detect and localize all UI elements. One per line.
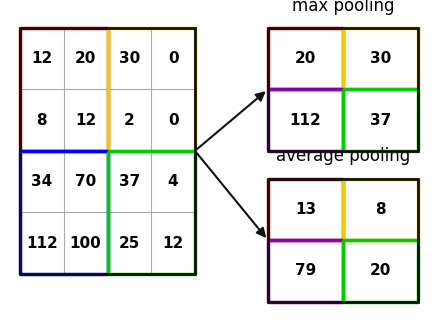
Text: 12: 12	[163, 236, 184, 250]
Bar	[20, 28, 195, 274]
Bar	[268, 28, 418, 151]
Text: 79: 79	[295, 263, 316, 278]
Text: average pooling: average pooling	[276, 147, 410, 165]
Text: 8: 8	[37, 113, 47, 128]
Bar	[268, 179, 418, 302]
Text: 37: 37	[119, 174, 140, 189]
Text: 0: 0	[168, 113, 179, 128]
Text: 25: 25	[119, 236, 140, 250]
Text: 13: 13	[295, 202, 316, 217]
Text: 0: 0	[168, 51, 179, 66]
Text: 37: 37	[370, 113, 391, 128]
Text: 8: 8	[375, 202, 386, 217]
Text: 20: 20	[75, 51, 96, 66]
Text: 34: 34	[31, 174, 53, 189]
Bar	[268, 28, 418, 151]
Text: 112: 112	[290, 113, 321, 128]
Text: 30: 30	[370, 51, 391, 66]
Text: 30: 30	[119, 51, 140, 66]
Text: 112: 112	[26, 236, 58, 250]
Bar	[268, 179, 418, 302]
Text: 70: 70	[75, 174, 96, 189]
Text: 20: 20	[370, 263, 391, 278]
Text: 12: 12	[75, 113, 96, 128]
Text: 4: 4	[168, 174, 179, 189]
Text: max pooling: max pooling	[292, 0, 394, 15]
Text: 12: 12	[31, 51, 53, 66]
Text: 20: 20	[295, 51, 316, 66]
Text: 100: 100	[70, 236, 102, 250]
Bar	[20, 28, 195, 274]
Text: 2: 2	[124, 113, 135, 128]
